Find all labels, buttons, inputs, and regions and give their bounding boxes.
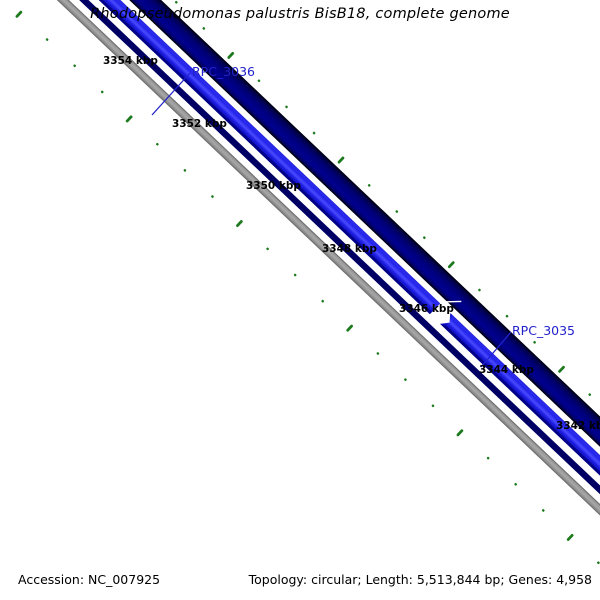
tick-label-3350: 3350 kbp xyxy=(246,180,301,192)
tick-label-3346: 3346 kbp xyxy=(399,303,454,315)
page-title: Rhodopseudomonas palustris BisB18, compl… xyxy=(90,6,510,22)
tick-label-3348: 3348 kbp xyxy=(322,243,377,255)
gene-label-rpc-3036[interactable]: RPC_3036 xyxy=(192,64,256,79)
leader-line-rpc3036 xyxy=(151,72,191,116)
genome-summary-text: Topology: circular; Length: 5,513,844 bp… xyxy=(248,572,592,587)
leader-line-rpc3035 xyxy=(480,331,512,368)
gene-label-rpc-3035[interactable]: RPC_3035 xyxy=(512,323,576,338)
tick-label-3352: 3352 kbp xyxy=(172,118,227,130)
accession-text: Accession: NC_007925 xyxy=(18,572,161,587)
tick-label-3344: 3344 kbp xyxy=(479,364,534,376)
tick-label-3342: 3342 kbp xyxy=(556,420,600,432)
tick-label-3354: 3354 kbp xyxy=(103,55,158,67)
